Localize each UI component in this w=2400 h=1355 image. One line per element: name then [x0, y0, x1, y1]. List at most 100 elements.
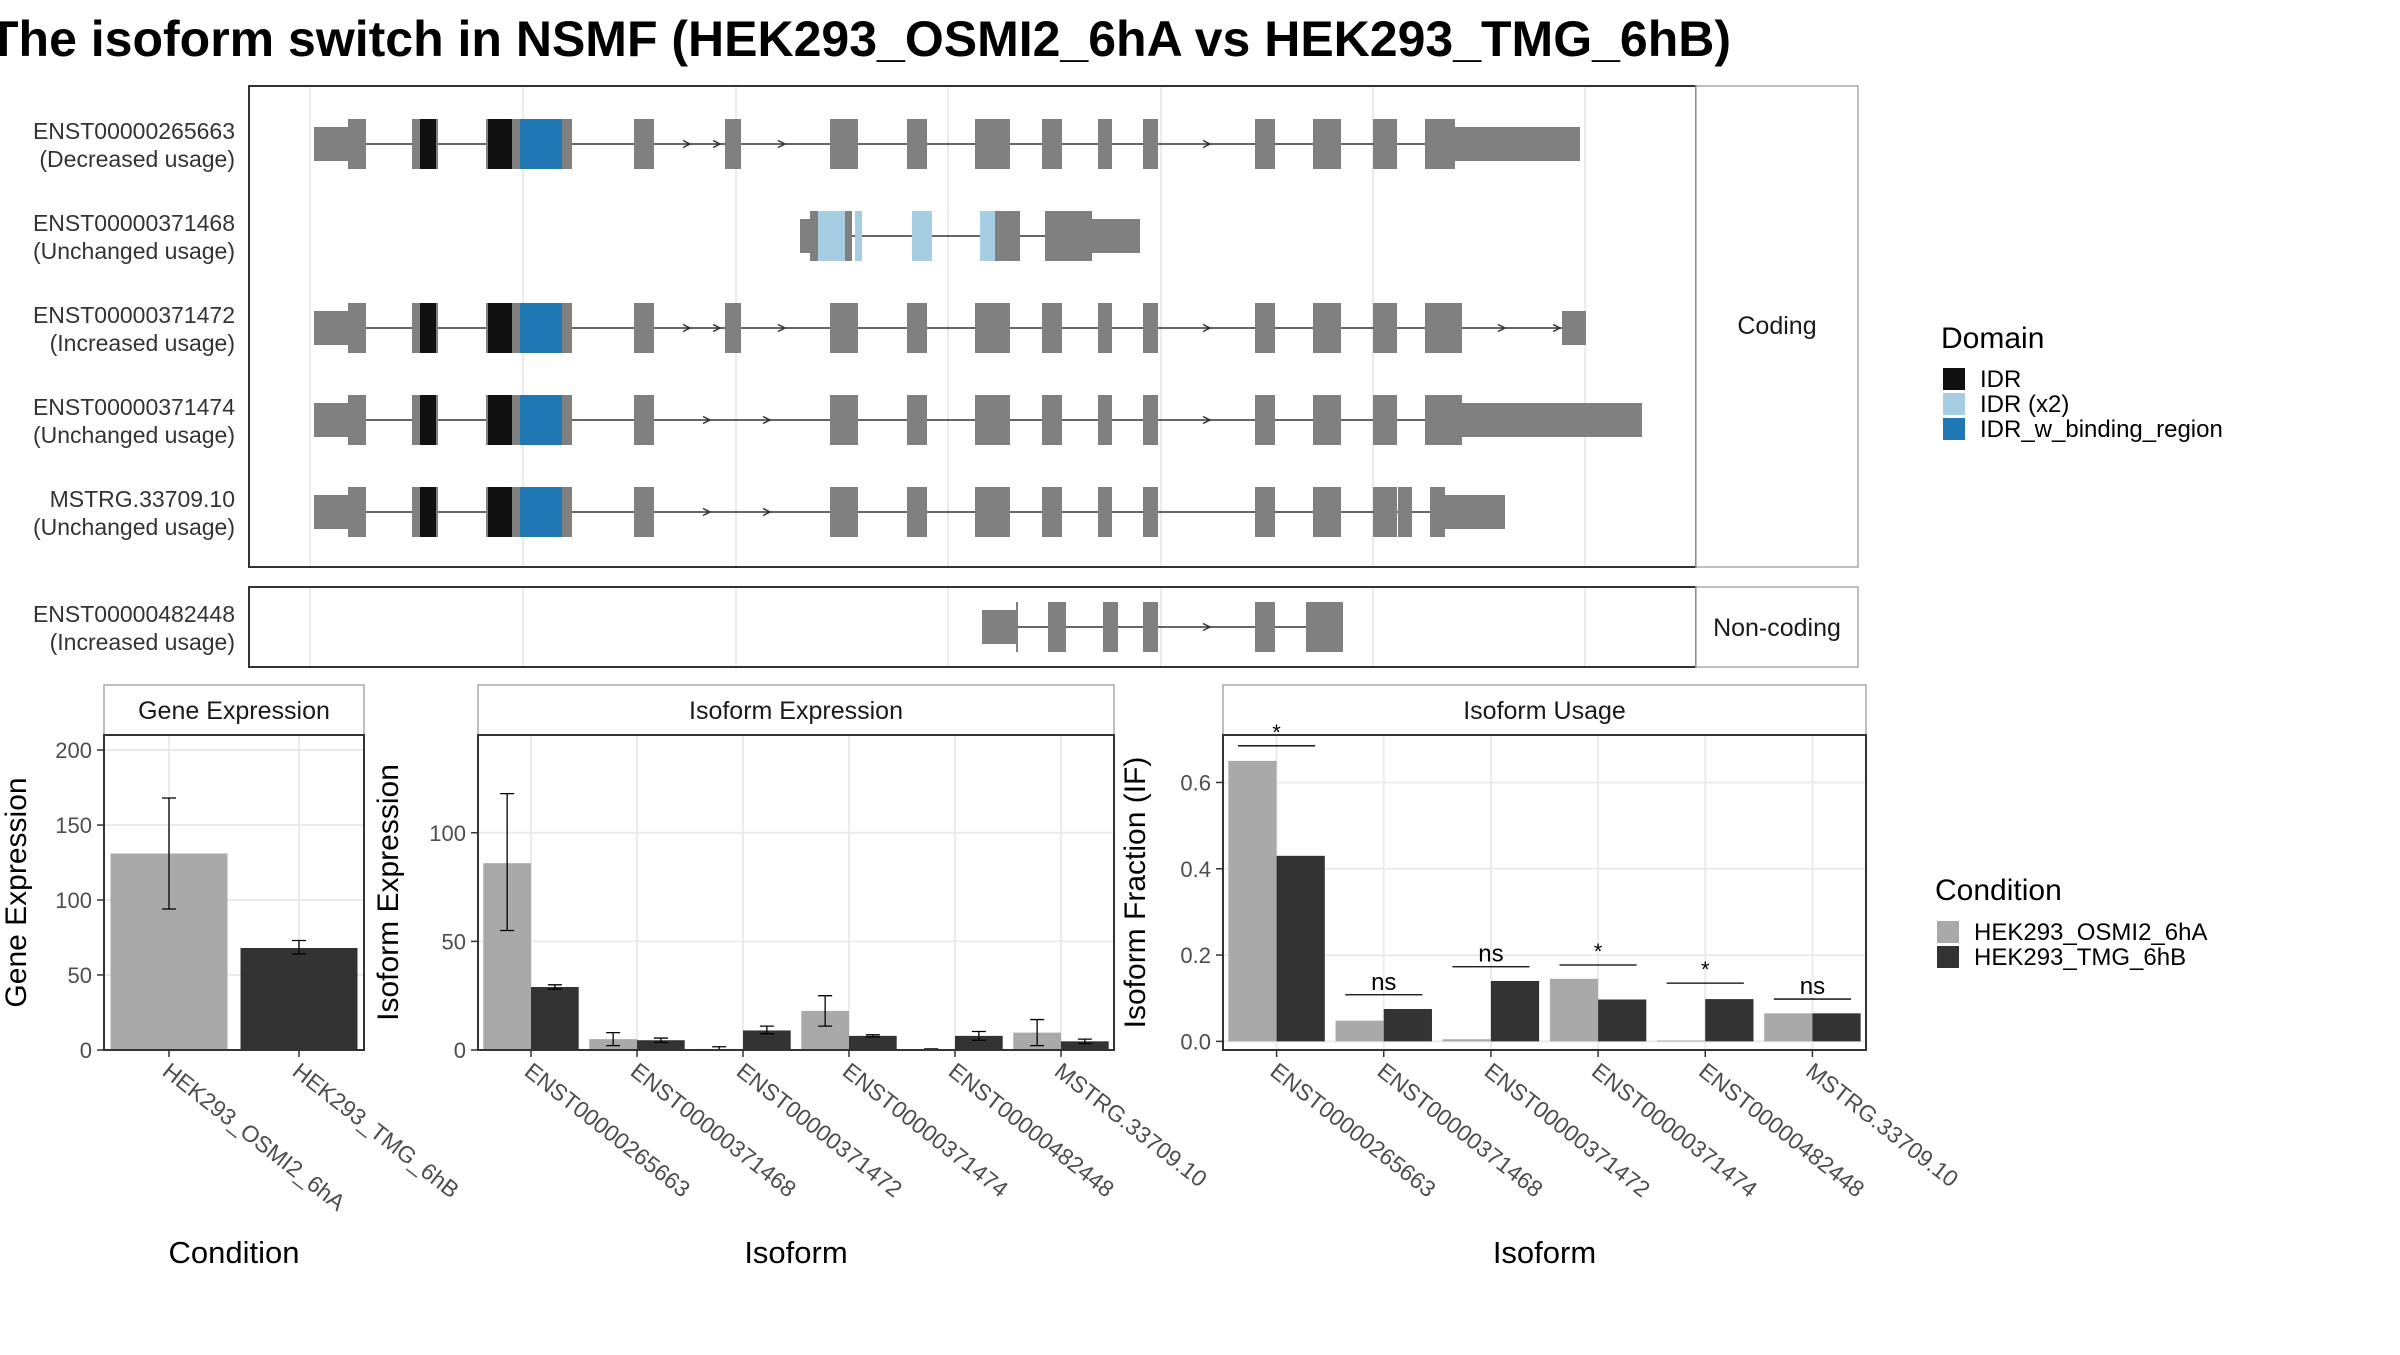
isoform-label-id: MSTRG.33709.10 — [50, 486, 235, 512]
exon — [1306, 602, 1343, 652]
strand-arrow — [1202, 323, 1212, 333]
domain-region — [488, 487, 512, 537]
error-bar — [162, 797, 176, 910]
exon — [314, 311, 352, 345]
strand-arrow — [1202, 139, 1212, 149]
exon — [975, 487, 1010, 537]
exon — [1042, 395, 1062, 445]
noncoding-panel — [248, 586, 1697, 668]
exon — [975, 303, 1010, 353]
x-axis: ENST00000265663ENST00000371468ENST000003… — [1266, 1050, 1963, 1202]
strand-arrow — [777, 139, 787, 149]
chart-bars — [1228, 760, 1861, 1042]
transcript-MSTRG.33709.10 — [314, 487, 1505, 537]
x-axis: ENST00000265663ENST00000371468ENST000003… — [520, 1050, 1212, 1202]
exon — [907, 119, 927, 169]
exon — [634, 395, 654, 445]
exon — [1092, 219, 1140, 253]
exon — [348, 395, 366, 445]
domain-legend-title: Domain — [1941, 322, 2044, 355]
exon — [512, 303, 520, 353]
domain-region — [980, 211, 995, 261]
exon — [348, 487, 366, 537]
y-tick-label: 200 — [55, 738, 92, 763]
exon — [564, 303, 572, 353]
structure-tracks — [314, 119, 1642, 652]
chart-title: Gene Expression — [138, 697, 330, 725]
exon — [975, 119, 1010, 169]
chart-bars — [483, 793, 1109, 1051]
exon — [564, 119, 572, 169]
exon — [830, 303, 858, 353]
exon — [1143, 487, 1158, 537]
error-bar — [865, 1034, 880, 1038]
bar — [955, 1035, 1003, 1050]
error-bar — [818, 995, 833, 1027]
bar — [1490, 980, 1540, 1042]
bar — [1383, 1009, 1432, 1042]
strand-arrow — [1202, 415, 1212, 425]
isoform-label-usage: (Decreased usage) — [39, 146, 235, 172]
exon — [1255, 602, 1275, 652]
exon — [1042, 119, 1062, 169]
strand-arrow — [762, 507, 772, 517]
exon — [1462, 403, 1642, 437]
exon — [725, 119, 741, 169]
exon — [907, 303, 927, 353]
domain-region — [488, 395, 512, 445]
isoform-label-usage: (Increased usage) — [50, 629, 235, 655]
exon — [634, 487, 654, 537]
transcript-ENST00000371472 — [314, 303, 1586, 353]
y-tick-label: 0.0 — [1180, 1029, 1211, 1054]
domain-legend-label: IDR (x2) — [1980, 391, 2069, 418]
isoform-label-id: ENST00000371472 — [33, 302, 235, 328]
error-bar — [1077, 1038, 1092, 1045]
strand-arrow — [712, 139, 722, 149]
isoform-label-id: ENST00000482448 — [33, 601, 235, 627]
domain-region — [520, 395, 562, 445]
error-bar — [1030, 1018, 1045, 1047]
y-tick-label: 100 — [429, 821, 466, 846]
y-axis-label: Isoform Fraction (IF) — [1119, 757, 1152, 1029]
exon — [1255, 119, 1275, 169]
exon — [830, 487, 858, 537]
condition-legend-label: HEK293_OSMI2_6hA — [1974, 919, 2207, 946]
bar — [1598, 999, 1647, 1042]
domain-region — [420, 303, 436, 353]
x-axis-label: Isoform — [744, 1235, 847, 1270]
coding-strip — [1695, 85, 1859, 568]
bar — [637, 1040, 685, 1050]
isoform-label-usage: (Increased usage) — [50, 330, 235, 356]
domain-region — [912, 211, 932, 261]
isoform-label-usage: (Unchanged usage) — [33, 238, 235, 264]
exon — [634, 303, 654, 353]
exon — [907, 487, 927, 537]
domain-region — [488, 303, 512, 353]
figure-title: The isoform switch in NSMF (HEK293_OSMI2… — [0, 11, 1731, 67]
exon — [1103, 602, 1118, 652]
isoform-label-usage: (Unchanged usage) — [33, 422, 235, 448]
error-bar — [606, 1031, 621, 1047]
exon — [1425, 303, 1462, 353]
exon — [1373, 303, 1397, 353]
bar — [531, 987, 579, 1050]
y-tick-label: 100 — [55, 888, 92, 913]
y-tick-label: 50 — [68, 963, 92, 988]
chart-grid — [1223, 735, 1866, 1050]
y-axis-label: Gene Expression — [0, 777, 33, 1007]
condition-legend-title: Condition — [1935, 874, 2062, 907]
chart-title: Isoform Usage — [1463, 697, 1626, 725]
y-tick-label: 0.6 — [1180, 770, 1211, 795]
exon — [314, 127, 352, 161]
exon — [1313, 487, 1341, 537]
x-axis-label: Isoform — [1493, 1235, 1596, 1270]
noncoding-strip-label: Non-coding — [1713, 614, 1841, 642]
strand-arrow — [1552, 323, 1562, 333]
exon — [1398, 487, 1412, 537]
exon — [1042, 487, 1062, 537]
isoform-label-id: ENST00000371474 — [33, 394, 235, 420]
isoform-expression-chart: Isoform Expression 0 50 100 Isoform Expressi… — [372, 684, 1212, 1270]
